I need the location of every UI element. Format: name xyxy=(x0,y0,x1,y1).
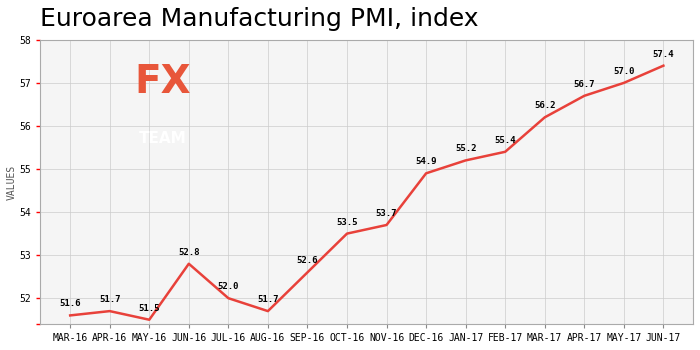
Text: TEAM: TEAM xyxy=(139,131,187,146)
Text: 53.7: 53.7 xyxy=(376,209,398,218)
Text: Euroarea Manufacturing PMI, index: Euroarea Manufacturing PMI, index xyxy=(41,7,479,31)
Text: 51.6: 51.6 xyxy=(60,300,81,308)
Text: 51.5: 51.5 xyxy=(139,304,160,313)
Text: 56.2: 56.2 xyxy=(534,102,556,110)
Text: 52.6: 52.6 xyxy=(297,257,319,265)
Text: 55.2: 55.2 xyxy=(455,145,477,153)
Text: 57.4: 57.4 xyxy=(652,50,674,59)
Text: 52.0: 52.0 xyxy=(218,282,239,291)
Text: 57.0: 57.0 xyxy=(613,67,635,76)
Y-axis label: VALUES: VALUES xyxy=(7,164,17,199)
Text: 56.7: 56.7 xyxy=(573,80,595,89)
Text: 52.8: 52.8 xyxy=(178,248,200,257)
Text: 54.9: 54.9 xyxy=(415,158,437,166)
Text: 51.7: 51.7 xyxy=(257,295,279,304)
Text: 53.5: 53.5 xyxy=(336,218,358,227)
Text: 55.4: 55.4 xyxy=(494,136,516,145)
Text: 51.7: 51.7 xyxy=(99,295,120,304)
Text: FX: FX xyxy=(134,63,191,100)
